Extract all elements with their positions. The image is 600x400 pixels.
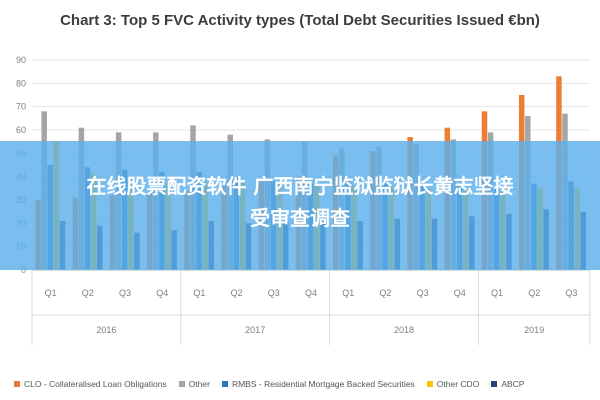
legend-label: RMBS - Residential Mortgage Backed Secur… [231, 379, 415, 389]
overlay-banner [0, 141, 600, 270]
legend-item: CLO - Collateralised Loan Obligations [14, 379, 167, 389]
y-tick-label: 80 [16, 78, 26, 88]
year-label: 2018 [394, 325, 414, 335]
legend-item: Other CDO [426, 379, 480, 389]
year-label: 2016 [96, 325, 116, 335]
x-tick-label: Q2 [82, 288, 94, 298]
legend-swatch [491, 381, 498, 387]
x-tick-label: Q4 [156, 288, 168, 298]
y-tick-label: 60 [16, 125, 26, 135]
legend-label: Other [188, 379, 210, 389]
x-tick-label: Q4 [454, 288, 466, 298]
x-tick-label: Q2 [231, 288, 243, 298]
x-tick-label: Q2 [379, 288, 391, 298]
x-tick-label: Q1 [342, 288, 354, 298]
legend-label: CLO - Collateralised Loan Obligations [24, 379, 167, 389]
y-tick-label: 90 [16, 55, 26, 65]
legend-swatch [178, 381, 185, 387]
overlay-line-1: 在线股票配资软件 广西南宁监狱监狱长黄志坚接 [86, 174, 514, 198]
overlay-line-2: 受审查调查 [250, 206, 350, 230]
x-tick-label: Q1 [193, 288, 205, 298]
x-tick-label: Q3 [565, 288, 577, 298]
y-tick-label: 70 [16, 102, 26, 112]
x-tick-label: Q3 [119, 288, 131, 298]
chart-legend: CLO - Collateralised Loan Obligations Oth… [14, 376, 594, 392]
legend-label: Other CDO [436, 379, 480, 389]
legend-swatch [14, 381, 20, 387]
x-tick-label: Q4 [305, 288, 317, 298]
year-label: 2017 [245, 325, 265, 335]
legend-item: Other [178, 379, 210, 389]
y-tick-label: 0 [21, 265, 26, 275]
x-tick-label: Q2 [528, 288, 540, 298]
x-tick-label: Q3 [268, 288, 280, 298]
x-tick-label: Q3 [417, 288, 429, 298]
chart-title: Chart 3: Top 5 FVC Activity types (Total… [60, 12, 540, 29]
legend-item: ABCP [491, 379, 524, 389]
year-label: 2019 [524, 325, 544, 335]
legend-swatch [426, 381, 433, 387]
x-tick-label: Q1 [491, 288, 503, 298]
legend-swatch [221, 381, 228, 387]
x-tick-label: Q1 [45, 288, 57, 298]
legend-item: RMBS - Residential Mortgage Backed Secur… [221, 379, 415, 389]
legend-label: ABCP [501, 379, 525, 389]
overlay-text: 在线股票配资软件 广西南宁监狱监狱长黄志坚接 受审查调查 [0, 170, 600, 234]
